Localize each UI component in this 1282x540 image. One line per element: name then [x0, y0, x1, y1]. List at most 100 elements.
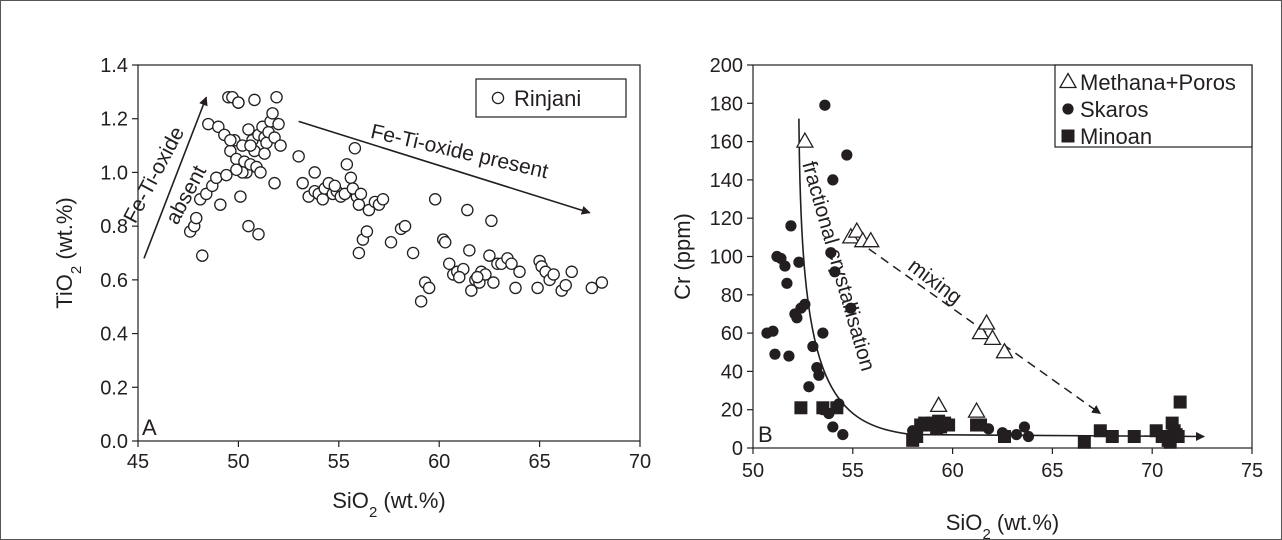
data-point-rinjani [428, 193, 442, 206]
data-point-rinjani [438, 236, 452, 249]
data-point-rinjani [398, 219, 412, 233]
data-point-rinjani [328, 179, 342, 193]
data-point-rinjani [296, 176, 309, 190]
data-point-methana-poros [983, 329, 1002, 345]
data-point-rinjani [220, 168, 233, 182]
x-tick-label-b: 55 [842, 460, 864, 482]
data-point-rinjani [463, 244, 476, 257]
y-tick-label-a: 0.6 [100, 270, 128, 292]
data-point-rinjani [340, 158, 354, 171]
data-point-minoan [1105, 430, 1119, 444]
data-point-rinjani [234, 190, 247, 203]
data-point-skaros [803, 381, 815, 393]
data-point-rinjani [274, 139, 287, 152]
legend-marker-methana-poros [1058, 72, 1078, 89]
data-point-rinjani [352, 246, 366, 260]
data-point-rinjani [266, 107, 279, 120]
data-point-rinjani [565, 265, 578, 279]
data-point-rinjani [483, 249, 496, 262]
data-point-rinjani [232, 96, 245, 109]
y-axis-label-a-sub: 2 [68, 266, 85, 274]
legend-label-minoan: Minoan [1080, 124, 1152, 149]
data-point-methana-poros [795, 131, 815, 148]
y-tick-label-a: 1.0 [100, 162, 128, 184]
data-point-rinjani [505, 257, 518, 270]
data-point-methana-poros [847, 221, 866, 238]
data-point-skaros [845, 302, 857, 314]
data-point-rinjani [485, 214, 498, 228]
data-point-methana-poros [995, 342, 1014, 359]
x-axis-label-b-rest: (wt.%) [991, 510, 1059, 535]
data-point-skaros [972, 419, 985, 431]
data-point-minoan [942, 418, 956, 432]
x-tick-label-b: 75 [1241, 460, 1263, 482]
data-point-skaros [829, 266, 841, 278]
data-point-minoan [1093, 424, 1107, 438]
data-point-methana-poros [967, 401, 986, 418]
data-point-rinjani [242, 123, 255, 136]
data-point-skaros [807, 340, 819, 353]
data-point-minoan [1077, 435, 1091, 449]
data-point-minoan [1171, 430, 1185, 444]
data-point-skaros [799, 298, 811, 310]
data-point-skaros [827, 421, 839, 433]
data-point-skaros [785, 220, 797, 232]
arrow-fe-ti-oxide-absent [143, 96, 208, 259]
y-tick-label-a: 0.4 [100, 324, 128, 346]
data-point-rinjani [254, 166, 267, 179]
data-point-skaros [783, 350, 795, 362]
x-axis-label-a-sub: 2 [369, 504, 377, 521]
data-point-methana-poros [977, 313, 996, 330]
data-point-methana-poros [971, 323, 990, 340]
data-point-skaros [817, 404, 829, 416]
legend-box-b [1054, 64, 1253, 148]
curve-fractional-crystallisation [798, 118, 1205, 441]
x-tick-label-a: 55 [328, 451, 350, 473]
data-point-skaros [1010, 428, 1023, 441]
data-point-rinjani [196, 249, 209, 262]
data-point-rinjani [224, 133, 237, 147]
data-point-minoan [794, 401, 808, 415]
data-point-rinjani [230, 163, 243, 176]
annotation-fractional-crystallisation: fractional crystallisation [797, 159, 879, 374]
x-tick-label-a: 70 [629, 451, 651, 473]
data-point-methana-poros [861, 231, 880, 248]
data-point-methana-poros [929, 396, 948, 413]
legend-marker-rinjani [491, 91, 505, 105]
data-point-skaros [793, 256, 805, 268]
y-tick-label-b: 0 [732, 438, 743, 460]
data-point-rinjani [316, 193, 329, 206]
data-point-rinjani [509, 281, 522, 295]
data-point-skaros [813, 369, 825, 381]
data-point-rinjani [487, 276, 500, 289]
y-tick-label-a: 0.8 [100, 216, 128, 238]
data-point-rinjani [559, 278, 572, 292]
x-tick-label-b: 65 [1041, 460, 1063, 482]
data-point-skaros [841, 149, 853, 161]
x-tick-label-b: 50 [742, 460, 764, 482]
annotation-mixing: mixing [904, 254, 966, 309]
data-point-rinjani [513, 265, 526, 279]
data-point-rinjani [354, 187, 368, 201]
y-tick-label-b: 140 [710, 170, 743, 192]
data-point-skaros [907, 425, 919, 437]
data-point-rinjani [422, 281, 436, 295]
x-axis-label-a: SiO2 (wt.%) [332, 488, 445, 521]
x-tick-label-a: 60 [428, 451, 450, 473]
data-point-skaros [1022, 430, 1035, 443]
y-tick-label-b: 160 [710, 132, 743, 154]
y-tick-label-a: 1.2 [100, 109, 128, 131]
legend-label-skaros: Skaros [1080, 97, 1148, 122]
data-point-skaros [827, 174, 839, 186]
y-tick-label-a: 1.4 [100, 55, 128, 77]
data-point-minoan [1127, 430, 1141, 444]
x-axis-label-b-main: SiO [946, 510, 983, 535]
data-point-skaros [833, 398, 845, 410]
x-tick-label-a: 50 [227, 451, 249, 473]
data-point-skaros [1018, 421, 1031, 433]
data-point-rinjani [406, 246, 420, 260]
x-axis-label-a-rest: (wt.%) [377, 488, 445, 513]
y-tick-label-b: 20 [721, 400, 743, 422]
y-tick-label-b: 180 [710, 93, 743, 115]
data-point-rinjani [189, 211, 203, 225]
